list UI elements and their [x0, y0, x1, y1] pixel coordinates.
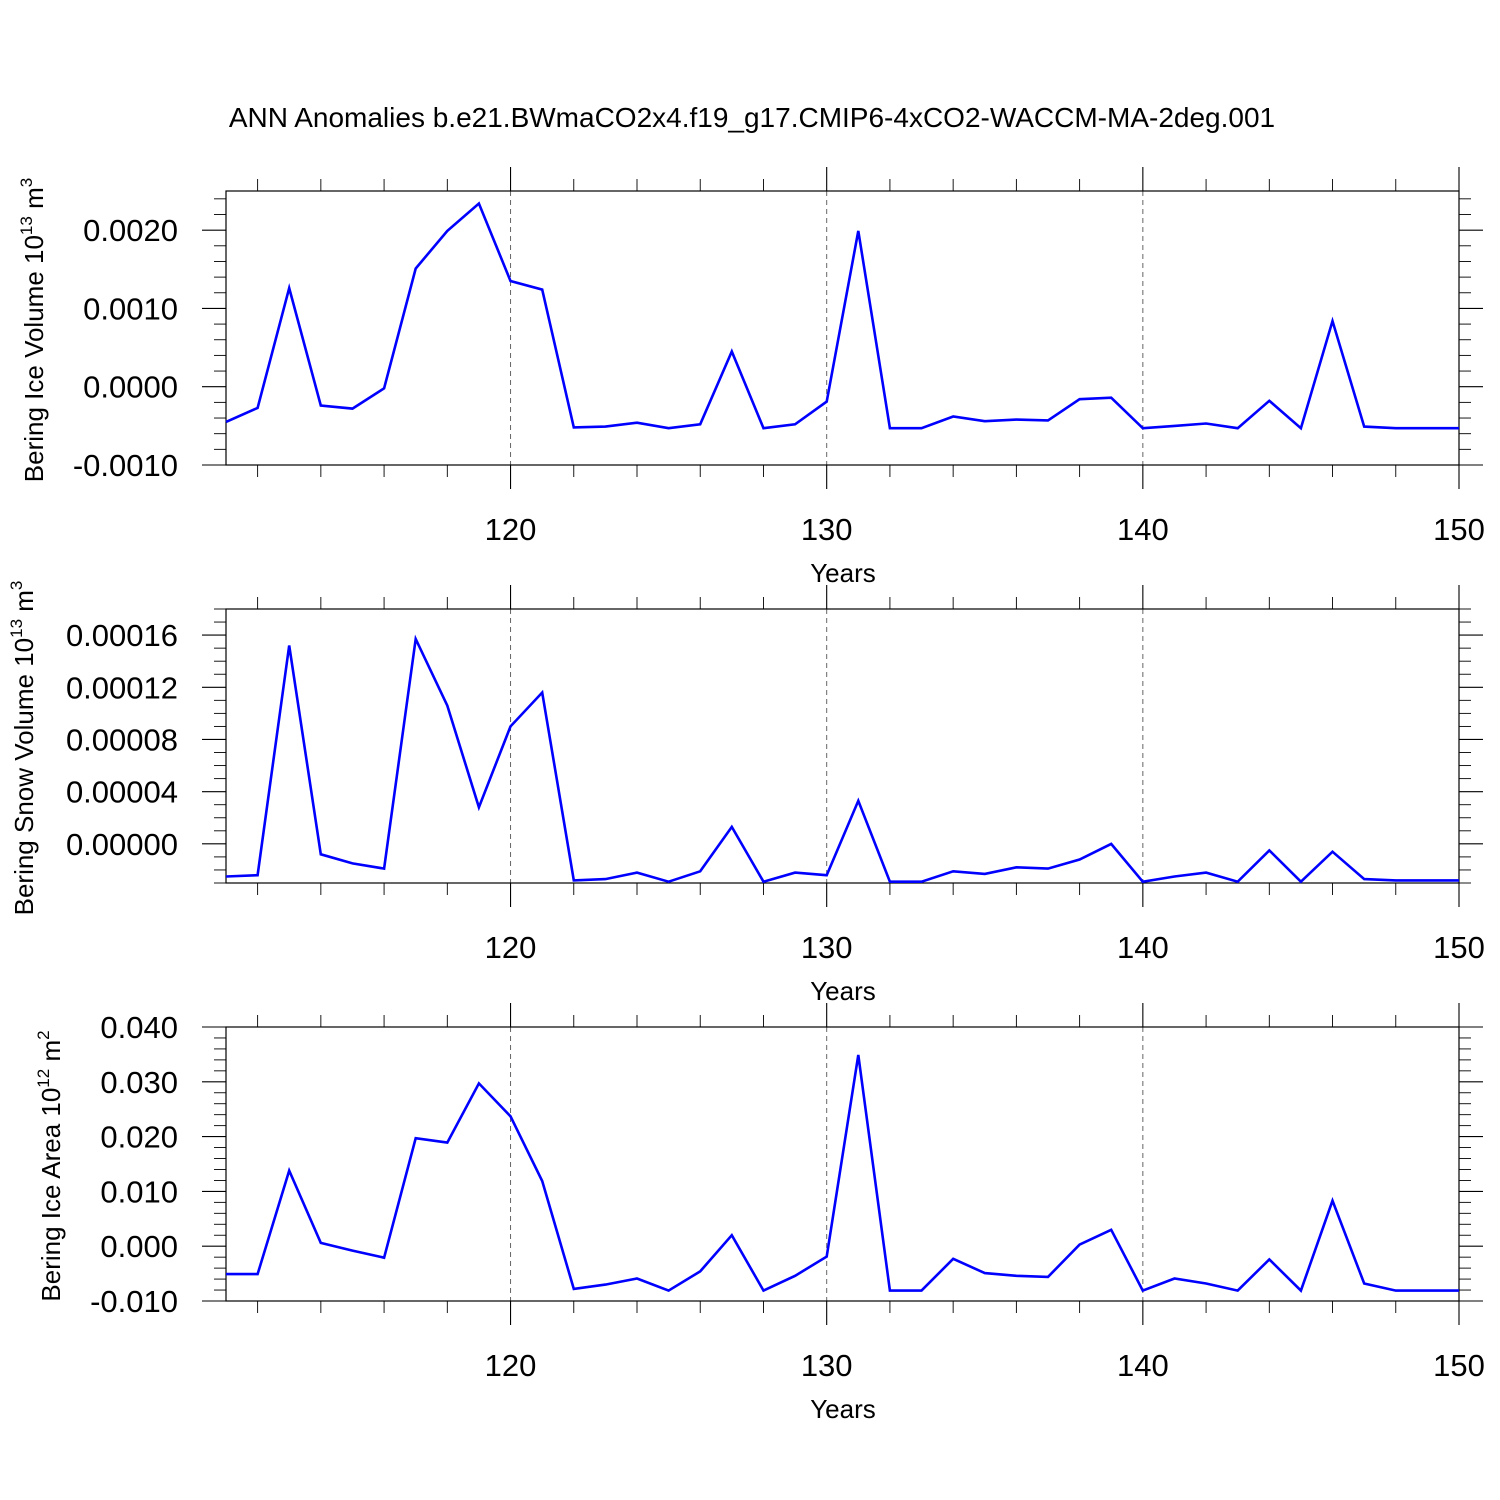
- series-line: [225, 201, 1459, 431]
- y-tick-label: 0.0000: [83, 370, 178, 405]
- panel-1: 120 130 140 150 Years -0.0010 0.0000 0.0010 0.00…: [17, 167, 1485, 588]
- y-axis-label-exponent: 13: [17, 216, 36, 235]
- x-tick-label: 120: [485, 1348, 537, 1383]
- x-axis-label: Years: [810, 976, 876, 1006]
- y-tick-label: 0.000: [100, 1229, 178, 1264]
- y-axis-label-main: Bering Ice Volume 10: [19, 235, 49, 482]
- x-tick-label: 150: [1433, 512, 1485, 547]
- y-tick-label: 0.00000: [66, 827, 178, 862]
- x-tick-label: 140: [1117, 930, 1169, 965]
- y-tick-label: -0.010: [90, 1284, 178, 1319]
- x-tick-label: 120: [485, 930, 537, 965]
- x-tick-label: 120: [485, 512, 537, 547]
- y-axis-label: Bering Snow Volume 1013 m3: [7, 581, 39, 916]
- y-axis-label-main: Bering Snow Volume 10: [9, 638, 39, 916]
- x-axis-label: Years: [810, 1394, 876, 1424]
- y-tick-label: 0.030: [100, 1065, 178, 1100]
- y-axis-label-main: Bering Ice Area 10: [36, 1088, 66, 1302]
- y-tick-label: 0.00012: [66, 670, 178, 705]
- y-axis-label-unit-exponent: 3: [7, 581, 26, 590]
- x-tick-label: 150: [1433, 1348, 1485, 1383]
- y-tick-label: 0.010: [100, 1174, 178, 1209]
- series-line: [225, 634, 1459, 884]
- y-axis-label-unit: m: [36, 1040, 66, 1069]
- x-tick-label: 140: [1117, 512, 1169, 547]
- x-tick-label: 140: [1117, 1348, 1169, 1383]
- y-tick-label: 0.0010: [83, 291, 178, 326]
- y-axis-label: Bering Ice Area 1012 m2: [34, 1030, 66, 1301]
- chart-title: ANN Anomalies b.e21.BWmaCO2x4.f19_g17.CM…: [229, 102, 1275, 133]
- panels: 120 130 140 150 Years -0.0010 0.0000 0.0010 0.00…: [7, 167, 1485, 1424]
- y-axis-label-exponent: 12: [34, 1069, 53, 1088]
- y-tick-label: 0.00004: [66, 775, 178, 810]
- y-tick-label: 0.0020: [83, 213, 178, 248]
- y-axis-label-unit: m: [19, 187, 49, 216]
- x-tick-label: 150: [1433, 930, 1485, 965]
- y-axis-label-unit-exponent: 3: [17, 178, 36, 187]
- y-axis-label-unit: m: [9, 590, 39, 619]
- plot-frame: [225, 608, 1460, 884]
- x-axis-label: Years: [810, 558, 876, 588]
- panel-3: 120 130 140 150 Years -0.010 0.000 0.010 0.020 0.…: [34, 1003, 1485, 1424]
- y-tick-label: -0.0010: [73, 448, 178, 483]
- x-tick-label: 130: [801, 930, 853, 965]
- y-axis-label-unit-exponent: 2: [34, 1030, 53, 1039]
- y-tick-label: 0.040: [100, 1010, 178, 1045]
- panel-2: 120 130 140 150 Years 0.00000 0.00004 0.00008 0.…: [7, 581, 1485, 1006]
- plot-frame: [225, 190, 1460, 466]
- plot-frame: [225, 1026, 1460, 1302]
- y-axis-label: Bering Ice Volume 1013 m3: [17, 178, 49, 482]
- series-line: [226, 1054, 1459, 1293]
- y-tick-label: 0.00008: [66, 722, 178, 757]
- x-tick-label: 130: [801, 512, 853, 547]
- y-tick-label: 0.020: [100, 1120, 178, 1155]
- x-tick-label: 130: [801, 1348, 853, 1383]
- y-tick-label: 0.00016: [66, 618, 178, 653]
- y-axis-label-exponent: 13: [7, 619, 26, 638]
